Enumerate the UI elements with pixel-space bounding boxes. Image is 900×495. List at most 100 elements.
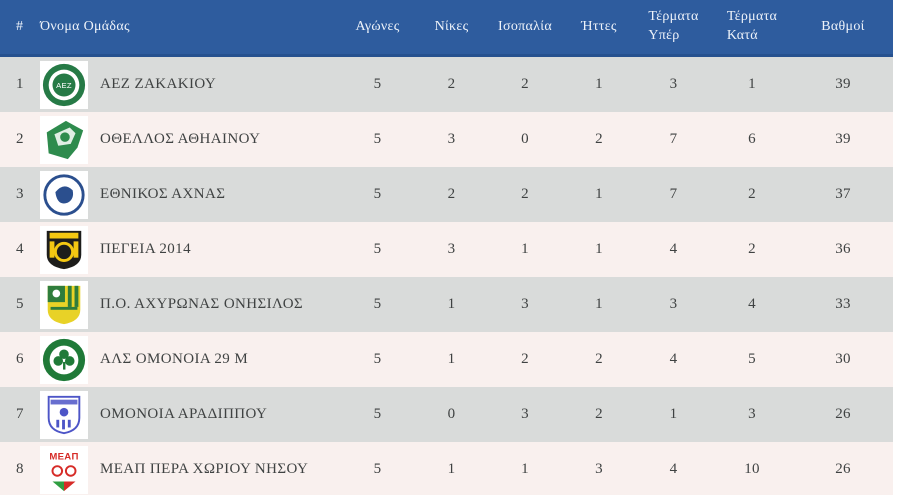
wins-cell: 1 — [447, 351, 456, 367]
team-cell: ΑΛΣ ΟΜΟΝΟΙΑ 29 Μ — [38, 332, 340, 387]
team-cell: ΠΕΓΕΙΑ 2014 — [38, 222, 340, 277]
wins-cell: 1 — [447, 296, 456, 312]
losses-cell: 1 — [595, 186, 603, 202]
team-name: ΑΛΣ ΟΜΟΝΟΙΑ 29 Μ — [100, 351, 249, 367]
played-cell: 5 — [373, 461, 382, 477]
header-goals-against-label: Τέρματα Κατά — [726, 9, 778, 43]
draws-cell: 2 — [521, 351, 529, 367]
losses-cell: 2 — [595, 131, 603, 147]
team-name: ΑΕΖ ΖΑΚΑΚΙΟΥ — [100, 76, 217, 92]
team-logo-pegeia-2014 — [40, 225, 88, 274]
team-logo-omonoia-29m — [40, 335, 88, 384]
team-cell: ΜΕΑΠ ΜΕΑΠ ΠΕΡΑ ΧΩΡΙΟΥ ΝΗΣΟΥ — [38, 442, 340, 495]
header-losses-label: Ήττες — [581, 18, 617, 34]
table-row: 6 ΑΛΣ ΟΜΟΝΟΙΑ 29 Μ 5 1 2 2 4 — [0, 332, 893, 387]
points-cell: 26 — [835, 406, 851, 422]
points-cell: 26 — [835, 461, 851, 477]
svg-text:ΜΕΑΠ: ΜΕΑΠ — [49, 451, 78, 462]
table-row: 2 ΟΘΕΛΛΟΣ ΑΘΗΑΙΝΟΥ 5 3 0 2 7 6 39 — [0, 112, 893, 167]
header-played-label: Αγώνες — [355, 18, 400, 34]
draws-cell: 1 — [521, 461, 529, 477]
team-logo-aez-zakakiou: ΑΕΖ — [40, 60, 88, 109]
table-header-row: # Όνομα Ομάδας Αγώνες Νίκες Ισοπαλία Ήττ… — [0, 0, 893, 57]
points-cell: 36 — [835, 241, 851, 257]
goals-against-cell: 2 — [748, 241, 756, 257]
header-goals-for: Τέρματα Υπέρ — [636, 0, 711, 54]
header-points-label: Βαθμοί — [821, 18, 865, 34]
goals-against-cell: 5 — [748, 351, 756, 367]
goals-for-cell: 7 — [669, 131, 678, 147]
header-team-name: Όνομα Ομάδας — [40, 19, 130, 34]
table-row: 4 ΠΕΓΕΙΑ 2014 5 3 1 1 4 2 36 — [0, 222, 893, 277]
team-logo-meap-pera-choriou: ΜΕΑΠ — [40, 445, 88, 494]
losses-cell: 3 — [595, 461, 603, 477]
draws-cell: 3 — [521, 296, 529, 312]
points-cell: 33 — [835, 296, 851, 312]
played-cell: 5 — [373, 241, 382, 257]
losses-cell: 1 — [595, 296, 603, 312]
team-name: ΟΘΕΛΛΟΣ ΑΘΗΑΙΝΟΥ — [100, 131, 261, 147]
goals-against-cell: 1 — [748, 76, 756, 92]
header-draws: Ισοπαλία — [488, 0, 562, 54]
goals-for-cell: 4 — [669, 461, 678, 477]
header-goals-against: Τέρματα Κατά — [711, 0, 793, 54]
team-logo-othellos-athienou — [40, 115, 88, 164]
team-name: ΜΕΑΠ ΠΕΡΑ ΧΩΡΙΟΥ ΝΗΣΟΥ — [100, 461, 309, 477]
header-losses: Ήττες — [562, 0, 636, 54]
goals-against-cell: 2 — [748, 186, 756, 202]
draws-cell: 2 — [521, 186, 529, 202]
team-cell: ΟΘΕΛΛΟΣ ΑΘΗΑΙΝΟΥ — [38, 112, 340, 167]
team-name: ΕΘΝΙΚΟΣ ΑΧΝΑΣ — [100, 186, 226, 202]
played-cell: 5 — [373, 406, 382, 422]
table-row: 1 ΑΕΖ ΑΕΖ ΖΑΚΑΚΙΟΥ 5 2 2 1 3 1 39 — [0, 57, 893, 112]
team-cell: ΟΜΟΝΟΙΑ ΑΡΑΔΙΠΠΟΥ — [38, 387, 340, 442]
draws-cell: 2 — [521, 76, 529, 92]
table-row: 7 ΟΜΟΝΟΙΑ ΑΡΑΔΙΠΠΟΥ 5 0 3 2 1 — [0, 387, 893, 442]
draws-cell: 0 — [521, 131, 529, 147]
team-cell: ΑΕΖ ΑΕΖ ΖΑΚΑΚΙΟΥ — [38, 57, 340, 112]
wins-cell: 1 — [447, 461, 456, 477]
team-logo-ethnikos-achnas — [40, 170, 88, 219]
goals-against-cell: 6 — [748, 131, 756, 147]
goals-for-cell: 3 — [669, 296, 678, 312]
losses-cell: 1 — [595, 76, 603, 92]
played-cell: 5 — [373, 186, 382, 202]
position-cell: 1 — [16, 76, 24, 92]
position-cell: 7 — [16, 406, 24, 422]
wins-cell: 3 — [447, 131, 456, 147]
position-cell: 8 — [16, 461, 24, 477]
goals-for-cell: 4 — [669, 351, 678, 367]
team-logo-achyronas-onisilos — [40, 280, 88, 329]
draws-cell: 1 — [521, 241, 529, 257]
position-cell: 2 — [16, 131, 24, 147]
played-cell: 5 — [373, 131, 382, 147]
played-cell: 5 — [373, 76, 382, 92]
header-wins: Νίκες — [415, 0, 488, 54]
svg-text:ΑΕΖ: ΑΕΖ — [56, 80, 72, 89]
goals-for-cell: 7 — [669, 186, 678, 202]
wins-cell: 2 — [447, 186, 456, 202]
draws-cell: 3 — [521, 406, 529, 422]
points-cell: 37 — [835, 186, 851, 202]
team-name: ΠΕΓΕΙΑ 2014 — [100, 241, 191, 257]
header-wins-label: Νίκες — [434, 18, 469, 34]
goals-against-cell: 4 — [748, 296, 756, 312]
goals-against-cell: 3 — [748, 406, 756, 422]
goals-for-cell: 1 — [669, 406, 678, 422]
table-row: 5 Π.Ο. ΑΧΥΡΩΝΑΣ ΟΝΗΣΙΛΟΣ 5 1 3 1 — [0, 277, 893, 332]
team-name: Π.Ο. ΑΧΥΡΩΝΑΣ ΟΝΗΣΙΛΟΣ — [100, 296, 304, 312]
points-cell: 39 — [835, 76, 851, 92]
goals-for-cell: 4 — [669, 241, 678, 257]
table-row: 8 ΜΕΑΠ ΜΕΑΠ ΠΕΡΑ ΧΩΡΙΟΥ ΝΗΣΟΥ 5 1 1 3 — [0, 442, 893, 495]
header-position: # — [16, 19, 24, 34]
losses-cell: 2 — [595, 351, 603, 367]
team-cell: ΕΘΝΙΚΟΣ ΑΧΝΑΣ — [38, 167, 340, 222]
wins-cell: 2 — [447, 76, 456, 92]
losses-cell: 2 — [595, 406, 603, 422]
played-cell: 5 — [373, 351, 382, 367]
goals-against-cell: 10 — [744, 461, 760, 477]
position-cell: 3 — [16, 186, 24, 202]
wins-cell: 3 — [447, 241, 456, 257]
